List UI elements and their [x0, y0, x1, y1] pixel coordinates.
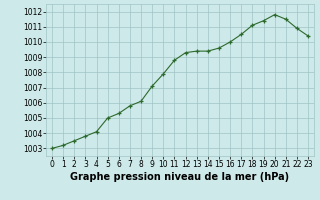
- X-axis label: Graphe pression niveau de la mer (hPa): Graphe pression niveau de la mer (hPa): [70, 172, 290, 182]
